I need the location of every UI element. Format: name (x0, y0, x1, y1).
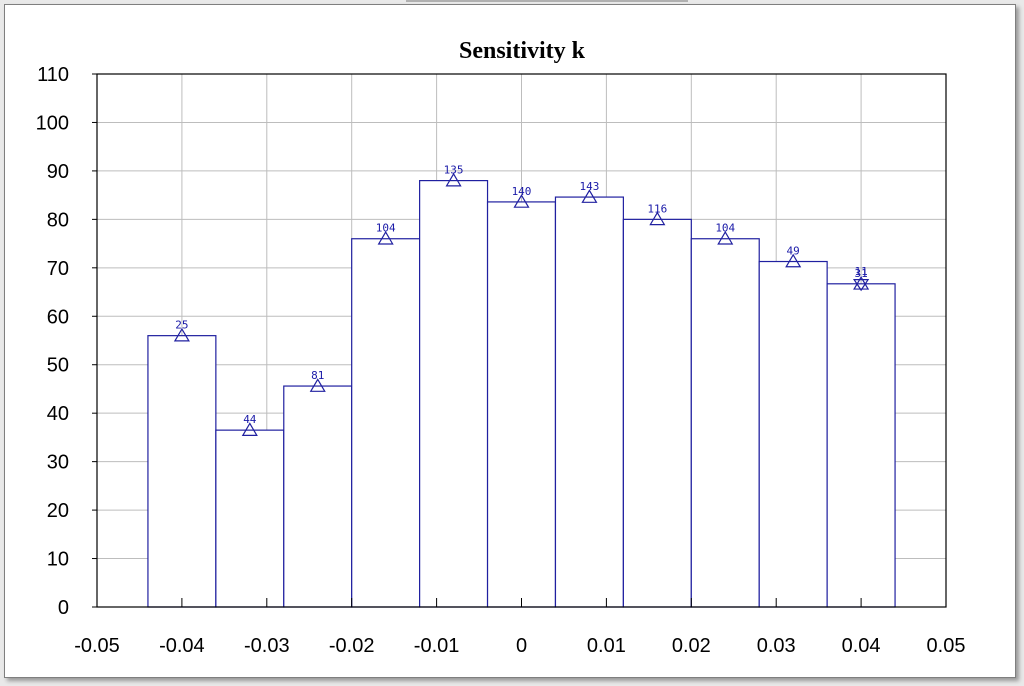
marker-6 (581, 189, 598, 203)
x-tick-label: 0.02 (672, 635, 711, 657)
chart-title: Sensitivity k (459, 38, 586, 64)
y-tick-label: 100 (36, 112, 69, 134)
data-label-1: 44 (243, 413, 257, 426)
x-tick-label: 0.03 (757, 635, 796, 657)
y-tick-label: 110 (37, 64, 69, 86)
y-tick-label: 50 (47, 355, 69, 377)
marker-7 (649, 211, 666, 226)
x-tick-label: -0.01 (414, 635, 460, 657)
data-label-3: 104 (376, 222, 396, 235)
bar-2 (283, 385, 353, 608)
data-label-10: 31 (854, 267, 867, 280)
y-tick-label: 90 (47, 161, 69, 183)
bar-10 (826, 283, 896, 608)
x-tick-label: -0.03 (244, 635, 290, 657)
bar-1 (215, 429, 285, 608)
x-tick-label: 0 (516, 635, 527, 657)
marker-8 (717, 230, 734, 245)
marker-2 (309, 378, 326, 392)
x-tick-label: -0.02 (329, 635, 375, 657)
y-tick-label: 0 (58, 597, 69, 619)
bar-3 (351, 238, 421, 608)
bar-0 (147, 335, 217, 608)
data-label-8: 104 (715, 222, 735, 235)
y-tick-label: 60 (47, 306, 69, 328)
bar-6 (554, 196, 624, 608)
data-label-6: 143 (579, 180, 599, 193)
bar-8 (690, 238, 760, 608)
marker-1 (241, 422, 258, 436)
bar-5 (486, 201, 557, 608)
marker-11 (852, 279, 870, 292)
data-label-2: 81 (311, 369, 324, 382)
bar-4 (419, 180, 489, 608)
y-tick-label: 20 (47, 500, 69, 522)
marker-9 (785, 253, 802, 268)
data-label-5: 140 (512, 185, 532, 198)
x-tick-label: 0.01 (587, 635, 626, 657)
bars (147, 180, 896, 608)
marker-5 (513, 194, 530, 208)
x-tick-label: 0.04 (842, 635, 881, 657)
data-label-7: 116 (647, 202, 667, 215)
data-label-0: 25 (175, 319, 188, 332)
y-tick-label: 80 (47, 209, 69, 231)
extra-label-0: 11 (854, 265, 867, 278)
top-edge-bar (406, 0, 688, 2)
y-tick-label: 40 (47, 403, 69, 425)
x-tick-label: -0.05 (74, 635, 120, 657)
x-tick-label: 0.05 (927, 635, 966, 657)
bar-9 (758, 260, 828, 608)
marker-3 (377, 230, 394, 245)
data-label-9: 49 (787, 245, 800, 258)
markers (173, 172, 870, 436)
marker-4 (445, 172, 462, 187)
data-label-4: 135 (444, 164, 464, 177)
x-tick-label: -0.04 (159, 635, 205, 657)
y-tick-label: 10 (47, 549, 69, 571)
bar-7 (622, 218, 692, 608)
y-tick-label: 30 (47, 452, 69, 474)
marker-0 (173, 327, 190, 342)
y-tick-label: 70 (47, 258, 69, 280)
